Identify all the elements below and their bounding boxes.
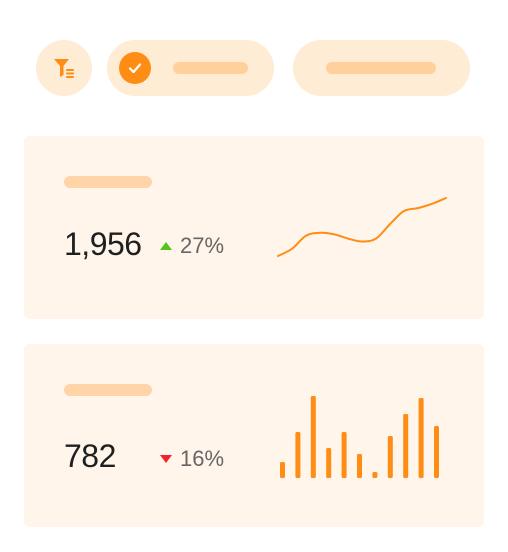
- metric-card-line: 1,956 27%: [24, 136, 484, 319]
- card-title-placeholder: [64, 384, 152, 396]
- bar: [372, 472, 378, 478]
- filter-list-icon: [54, 59, 74, 78]
- bar: [341, 432, 347, 478]
- bar: [295, 432, 301, 478]
- filter-chip-selected[interactable]: [107, 40, 274, 96]
- delta-value: 27%: [180, 233, 225, 258]
- metric-value: 782: [64, 438, 116, 474]
- trend-delta: 16%: [160, 446, 224, 472]
- trend-up-icon: [160, 242, 172, 250]
- card-title-placeholder: [64, 176, 152, 188]
- sparkline-series: [277, 197, 447, 257]
- sparkline-chart: [277, 197, 447, 257]
- bar: [418, 398, 424, 478]
- bar: [280, 462, 285, 478]
- bar-chart: [280, 396, 439, 478]
- check-icon: [119, 52, 151, 84]
- trend-down-icon: [160, 455, 172, 463]
- bar: [403, 414, 409, 478]
- metric-value: 1,956: [64, 226, 142, 262]
- chip-label-placeholder: [326, 62, 436, 74]
- filter-chip[interactable]: [293, 40, 470, 96]
- bar: [434, 426, 439, 478]
- filter-button[interactable]: [36, 40, 92, 96]
- bar: [310, 396, 316, 478]
- bar: [357, 454, 362, 478]
- delta-value: 16%: [180, 446, 225, 471]
- metric-card-bar: 782 16%: [24, 344, 484, 527]
- bar: [387, 436, 393, 478]
- bar: [326, 448, 332, 478]
- chip-label-placeholder: [173, 62, 248, 74]
- trend-delta: 27%: [160, 233, 224, 259]
